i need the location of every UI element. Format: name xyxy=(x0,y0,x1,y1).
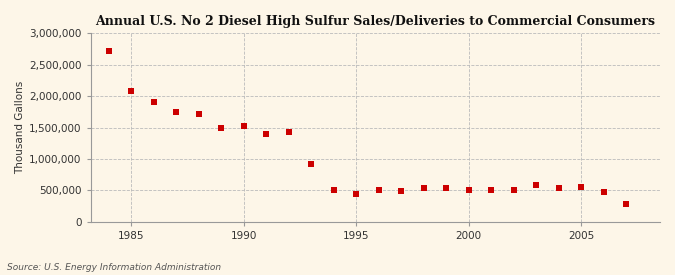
Point xyxy=(441,186,452,190)
Point xyxy=(418,186,429,191)
Point xyxy=(216,125,227,130)
Point xyxy=(463,188,474,192)
Point xyxy=(554,186,564,191)
Point xyxy=(373,188,384,192)
Point xyxy=(238,124,249,128)
Point xyxy=(396,189,406,193)
Point xyxy=(171,110,182,114)
Point xyxy=(284,130,294,134)
Point xyxy=(306,162,317,166)
Point xyxy=(486,188,497,192)
Point xyxy=(148,100,159,104)
Point xyxy=(261,132,271,136)
Point xyxy=(328,188,339,192)
Point xyxy=(576,184,587,189)
Point xyxy=(193,112,204,117)
Y-axis label: Thousand Gallons: Thousand Gallons xyxy=(15,81,25,174)
Point xyxy=(598,190,609,194)
Text: Source: U.S. Energy Information Administration: Source: U.S. Energy Information Administ… xyxy=(7,263,221,272)
Point xyxy=(103,49,114,53)
Point xyxy=(621,202,632,206)
Title: Annual U.S. No 2 Diesel High Sulfur Sales/Deliveries to Commercial Consumers: Annual U.S. No 2 Diesel High Sulfur Sale… xyxy=(95,15,655,28)
Point xyxy=(508,188,519,192)
Point xyxy=(126,89,136,93)
Point xyxy=(531,183,541,187)
Point xyxy=(351,192,362,196)
